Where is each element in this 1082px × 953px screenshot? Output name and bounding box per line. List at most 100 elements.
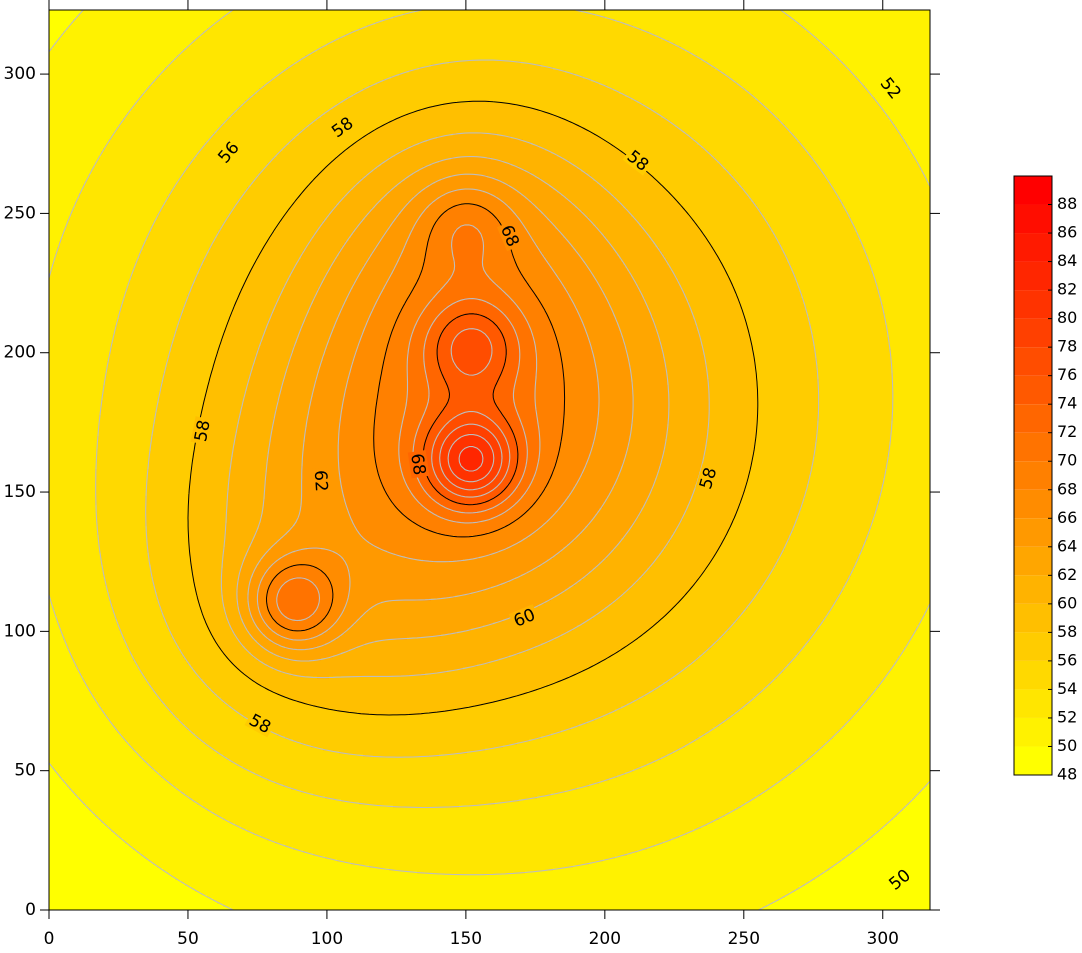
contour-band [501,451,510,455]
contour-band [727,271,794,275]
contour-band [441,178,498,182]
contour-band [305,439,340,443]
contour-band [805,883,930,887]
contour-band [291,673,426,677]
contour-band [157,694,218,698]
contour-band [483,262,516,266]
contour-band [257,352,292,356]
contour-band [285,568,320,572]
contour-band [357,529,430,533]
contour-band [227,493,266,497]
contour-band [359,340,390,344]
contour-band [173,187,248,191]
contour-band [489,661,600,665]
contour-band [451,469,468,473]
contour-band [137,751,218,755]
contour-band [243,193,302,197]
contour-band [817,433,892,437]
contour-band [521,61,708,65]
contour-band [149,556,192,560]
contour-band [649,310,692,314]
contour-band [127,643,178,647]
contour-band [49,652,72,656]
contour-band [593,355,628,359]
contour-band [189,493,228,497]
contour-band [167,196,242,200]
contour-band [319,592,334,596]
contour-band [867,256,930,260]
contour-band [189,517,228,521]
contour-band [217,814,726,818]
contour-band [497,178,542,182]
contour-band [167,625,208,629]
contour-band [121,121,226,125]
contour-band [451,445,470,449]
contour-band [383,364,408,368]
contour-band [103,709,170,713]
contour-band [367,259,400,263]
contour-band [817,424,892,428]
contour-band [341,481,382,485]
contour-band [329,268,364,272]
contour-band [111,136,212,140]
contour-band [49,370,108,374]
contour-band [427,244,452,248]
contour-band [247,277,290,281]
contour-band [893,382,930,386]
contour-band [587,331,622,335]
contour-band [605,499,648,503]
contour-band [403,418,422,422]
contour-band [453,340,492,344]
contour-band [49,115,126,119]
contour-band [453,472,490,476]
contour-band [413,196,440,200]
contour-band [515,472,524,476]
contour-band [175,331,226,335]
contour-band [801,649,904,653]
contour-band [233,208,290,212]
contour-band [565,196,616,200]
contour-band [197,274,250,278]
contour-band [49,556,102,560]
contour-band [485,493,500,497]
contour-band [709,385,758,389]
contour-band [779,673,888,677]
contour-band [669,391,710,395]
contour-band [339,469,378,473]
contour-band [147,484,190,488]
contour-band [233,448,270,452]
contour-band [161,607,202,611]
contour-band [227,217,284,221]
contour-band [97,448,152,452]
contour-band [99,427,154,431]
contour-band [523,538,576,542]
contour-band [225,121,314,125]
contour-band [451,343,492,347]
contour-band [877,100,930,104]
contour-band [281,586,318,590]
contour-band [265,487,302,491]
contour-band [561,442,594,446]
contour-band [709,406,758,410]
contour-band [49,544,100,548]
contour-band [431,511,464,515]
contour-band [49,73,162,77]
contour-band [535,391,566,395]
contour-band [693,490,746,494]
contour-band [243,562,260,566]
contour-band [49,568,104,572]
contour-band [147,535,190,539]
contour-band [263,502,302,506]
contour-band [49,604,54,608]
contour-band [287,67,420,71]
contour-band [701,826,884,830]
contour-band [581,319,618,323]
contour-band [861,241,930,245]
contour-band [239,574,254,578]
contour-band [535,406,566,410]
contour-band [57,40,194,44]
contour-band [323,280,356,284]
contour-band [421,271,454,275]
contour-band [277,622,320,626]
contour-band [633,421,670,425]
